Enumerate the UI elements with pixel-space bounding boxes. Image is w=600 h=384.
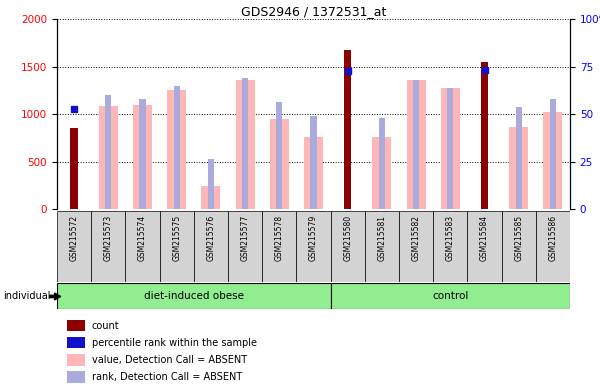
Bar	[202, 185, 220, 209]
Text: GSM215572: GSM215572	[70, 215, 79, 261]
Bar	[139, 99, 146, 209]
Bar	[105, 95, 112, 209]
Text: GSM215581: GSM215581	[377, 215, 386, 261]
Bar	[413, 80, 419, 209]
Bar	[67, 337, 85, 349]
FancyBboxPatch shape	[433, 211, 467, 282]
Bar	[99, 106, 118, 209]
Text: percentile rank within the sample: percentile rank within the sample	[92, 338, 257, 348]
Bar	[310, 116, 317, 209]
Bar	[67, 371, 85, 382]
FancyBboxPatch shape	[125, 211, 160, 282]
Text: rank, Detection Call = ABSENT: rank, Detection Call = ABSENT	[92, 372, 242, 382]
FancyBboxPatch shape	[57, 211, 91, 282]
FancyBboxPatch shape	[536, 211, 570, 282]
FancyBboxPatch shape	[57, 283, 331, 309]
Bar	[67, 354, 85, 366]
Bar	[208, 159, 214, 209]
Bar	[373, 137, 391, 209]
Bar	[344, 50, 352, 209]
Text: count: count	[92, 321, 119, 331]
Bar	[67, 320, 85, 331]
FancyBboxPatch shape	[365, 211, 399, 282]
Title: GDS2946 / 1372531_at: GDS2946 / 1372531_at	[241, 5, 386, 18]
FancyBboxPatch shape	[160, 211, 194, 282]
Text: value, Detection Call = ABSENT: value, Detection Call = ABSENT	[92, 355, 247, 365]
Text: GSM215579: GSM215579	[309, 215, 318, 261]
Bar	[276, 102, 283, 209]
Bar	[379, 118, 385, 209]
Bar	[133, 105, 152, 209]
Bar	[544, 113, 562, 209]
Bar	[447, 88, 454, 209]
Text: GSM215582: GSM215582	[412, 215, 421, 261]
Text: GSM215584: GSM215584	[480, 215, 489, 261]
FancyBboxPatch shape	[331, 211, 365, 282]
Text: individual: individual	[3, 291, 50, 301]
Text: GSM215576: GSM215576	[206, 215, 215, 261]
Text: GSM215583: GSM215583	[446, 215, 455, 261]
Text: GSM215580: GSM215580	[343, 215, 352, 261]
Bar	[236, 80, 254, 209]
Text: GSM215586: GSM215586	[548, 215, 557, 261]
FancyBboxPatch shape	[91, 211, 125, 282]
Text: diet-induced obese: diet-induced obese	[144, 291, 244, 301]
Text: GSM215578: GSM215578	[275, 215, 284, 261]
Bar	[242, 78, 248, 209]
Bar	[270, 119, 289, 209]
FancyBboxPatch shape	[228, 211, 262, 282]
Bar	[441, 88, 460, 209]
FancyBboxPatch shape	[296, 211, 331, 282]
Bar	[515, 107, 522, 209]
FancyBboxPatch shape	[399, 211, 433, 282]
Text: GSM215574: GSM215574	[138, 215, 147, 261]
Text: GSM215577: GSM215577	[241, 215, 250, 261]
FancyBboxPatch shape	[502, 211, 536, 282]
Bar	[70, 129, 78, 209]
FancyBboxPatch shape	[467, 211, 502, 282]
Text: control: control	[432, 291, 469, 301]
Bar	[304, 137, 323, 209]
Text: GSM215575: GSM215575	[172, 215, 181, 261]
Bar	[550, 99, 556, 209]
Bar	[173, 86, 180, 209]
FancyBboxPatch shape	[331, 283, 570, 309]
Bar	[167, 89, 186, 209]
Text: GSM215585: GSM215585	[514, 215, 523, 261]
Bar	[481, 62, 488, 209]
FancyBboxPatch shape	[194, 211, 228, 282]
Bar	[509, 127, 528, 209]
FancyBboxPatch shape	[262, 211, 296, 282]
Text: GSM215573: GSM215573	[104, 215, 113, 261]
Bar	[407, 80, 425, 209]
